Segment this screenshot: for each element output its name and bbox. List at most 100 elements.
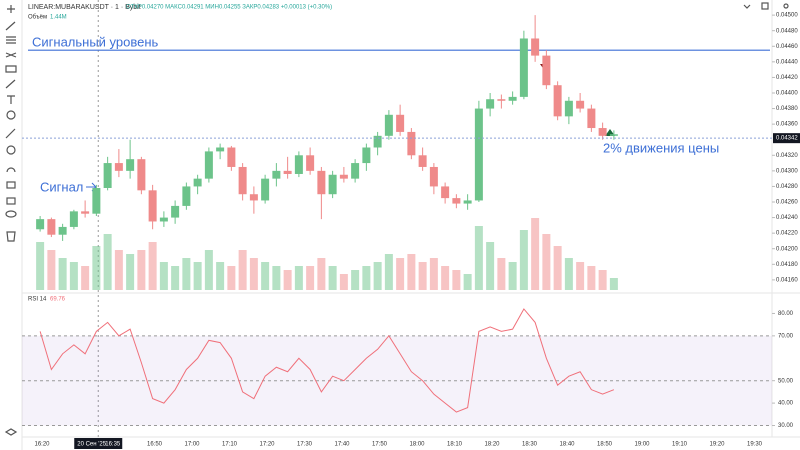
volume-bar [362,266,371,290]
rsi-tick-label: 70.00 [778,333,794,339]
volume-bar [249,258,258,290]
volume-bar [373,262,382,290]
volume-bar [486,242,495,290]
time-tick-label: 17:00 [184,442,200,448]
volume-bar [542,234,551,290]
candle-body [452,198,461,204]
volume-bar [69,262,78,290]
crosshair-time-box [74,438,123,449]
price-tick-label: 0.04360 [776,122,798,128]
candle-body [396,114,405,132]
volume-bar [474,226,483,290]
time-tick-label: 18:10 [447,442,463,448]
rsi-label: RSI 14 [28,297,47,303]
volume-bar [261,262,270,290]
text-tool[interactable] [7,95,15,104]
candle-body [306,155,315,171]
collapse-button[interactable] [743,4,751,9]
candle-body [193,178,202,187]
price-tick-label: 0.04200 [776,246,798,252]
volume-bar [587,266,596,290]
maximize-button[interactable] [761,2,769,10]
candle-body [598,128,607,136]
ruler-tool[interactable] [5,128,16,139]
brush-tool[interactable] [5,79,16,89]
delete-tool[interactable] [6,231,16,242]
fib-tool[interactable] [6,36,16,44]
candle-body [182,186,191,206]
time-tick-label: 18:30 [522,442,538,448]
more-button[interactable] [783,3,789,9]
layers-tool[interactable] [4,428,18,436]
volume-bar [576,262,585,290]
volume-bar [497,258,506,290]
candle-body [148,190,157,222]
price-tick-label: 0.04400 [776,91,798,97]
candle-body [103,163,112,188]
rsi-tick-label: 40.00 [778,401,794,407]
volume-bar [328,266,337,290]
time-tick-label: 19:20 [709,442,725,448]
rsi-tick-label: 30.00 [778,423,794,429]
pattern-tool[interactable] [5,52,17,58]
left-toolbar [4,5,18,436]
volume-bar [463,274,472,290]
trendline-tool[interactable] [5,21,16,31]
crosshair-tool[interactable] [7,5,15,13]
candle-body [204,151,213,179]
volume-bar [81,266,90,290]
volume-bar [609,278,618,290]
time-tick-label: 18:40 [559,442,575,448]
symbol-title: LINEAR:MUBARAKUSDT · 1 · Bybit [28,4,141,11]
price-tick-label: 0.04220 [776,231,798,237]
candle-body [294,155,303,174]
time-tick-label: 17:50 [372,442,388,448]
time-tick-label: 16:50 [147,442,163,448]
volume-bar [159,262,168,290]
visibility-tool[interactable] [5,210,17,218]
move-label: 2% движения цены [603,140,719,155]
volume-bar [204,250,213,290]
volume-bar [531,218,540,290]
candle-body [407,131,416,156]
signal-label: Сигнал [40,179,83,194]
lock-all-tool[interactable] [6,197,16,205]
candle-body [339,174,348,179]
candle-body [328,174,337,195]
candle-body [508,96,517,101]
candle-body [362,147,371,164]
candle-body [486,99,495,109]
last-price-box [773,133,800,144]
volume-bar [339,274,348,290]
volume-bar [227,266,236,290]
time-tick-label: 17:20 [259,442,275,448]
price-tick-label: 0.04380 [776,106,798,112]
volume-bar [171,266,180,290]
icon-tool[interactable] [6,110,16,120]
rsi-tick-label: 80.00 [778,311,794,317]
zoom-tool[interactable] [6,145,16,155]
volume-bar [36,242,45,290]
candle-body [69,211,78,227]
time-tick-label: 17:40 [334,442,350,448]
magnet-tool[interactable] [6,167,16,173]
volume-bar [396,258,405,290]
candle-body [531,38,540,56]
time-tick-label: 16:20 [34,442,50,448]
lock-tool[interactable] [6,181,16,189]
candle-body [384,114,393,136]
forecast-tool[interactable] [5,65,17,73]
volume-value: 1.44M [50,15,67,21]
price-tick-label: 0.04300 [776,168,798,174]
price-tick-label: 0.04320 [776,153,798,159]
candle-body [564,100,573,117]
volume-bar [216,262,225,290]
candle-body [497,99,506,101]
crosshair-time: 16:35 [105,442,121,448]
candle-body [519,38,528,97]
price-tick-label: 0.04420 [776,75,798,81]
time-tick-label: 17:10 [222,442,238,448]
volume-bar [384,254,393,290]
volume-bar [103,234,112,290]
